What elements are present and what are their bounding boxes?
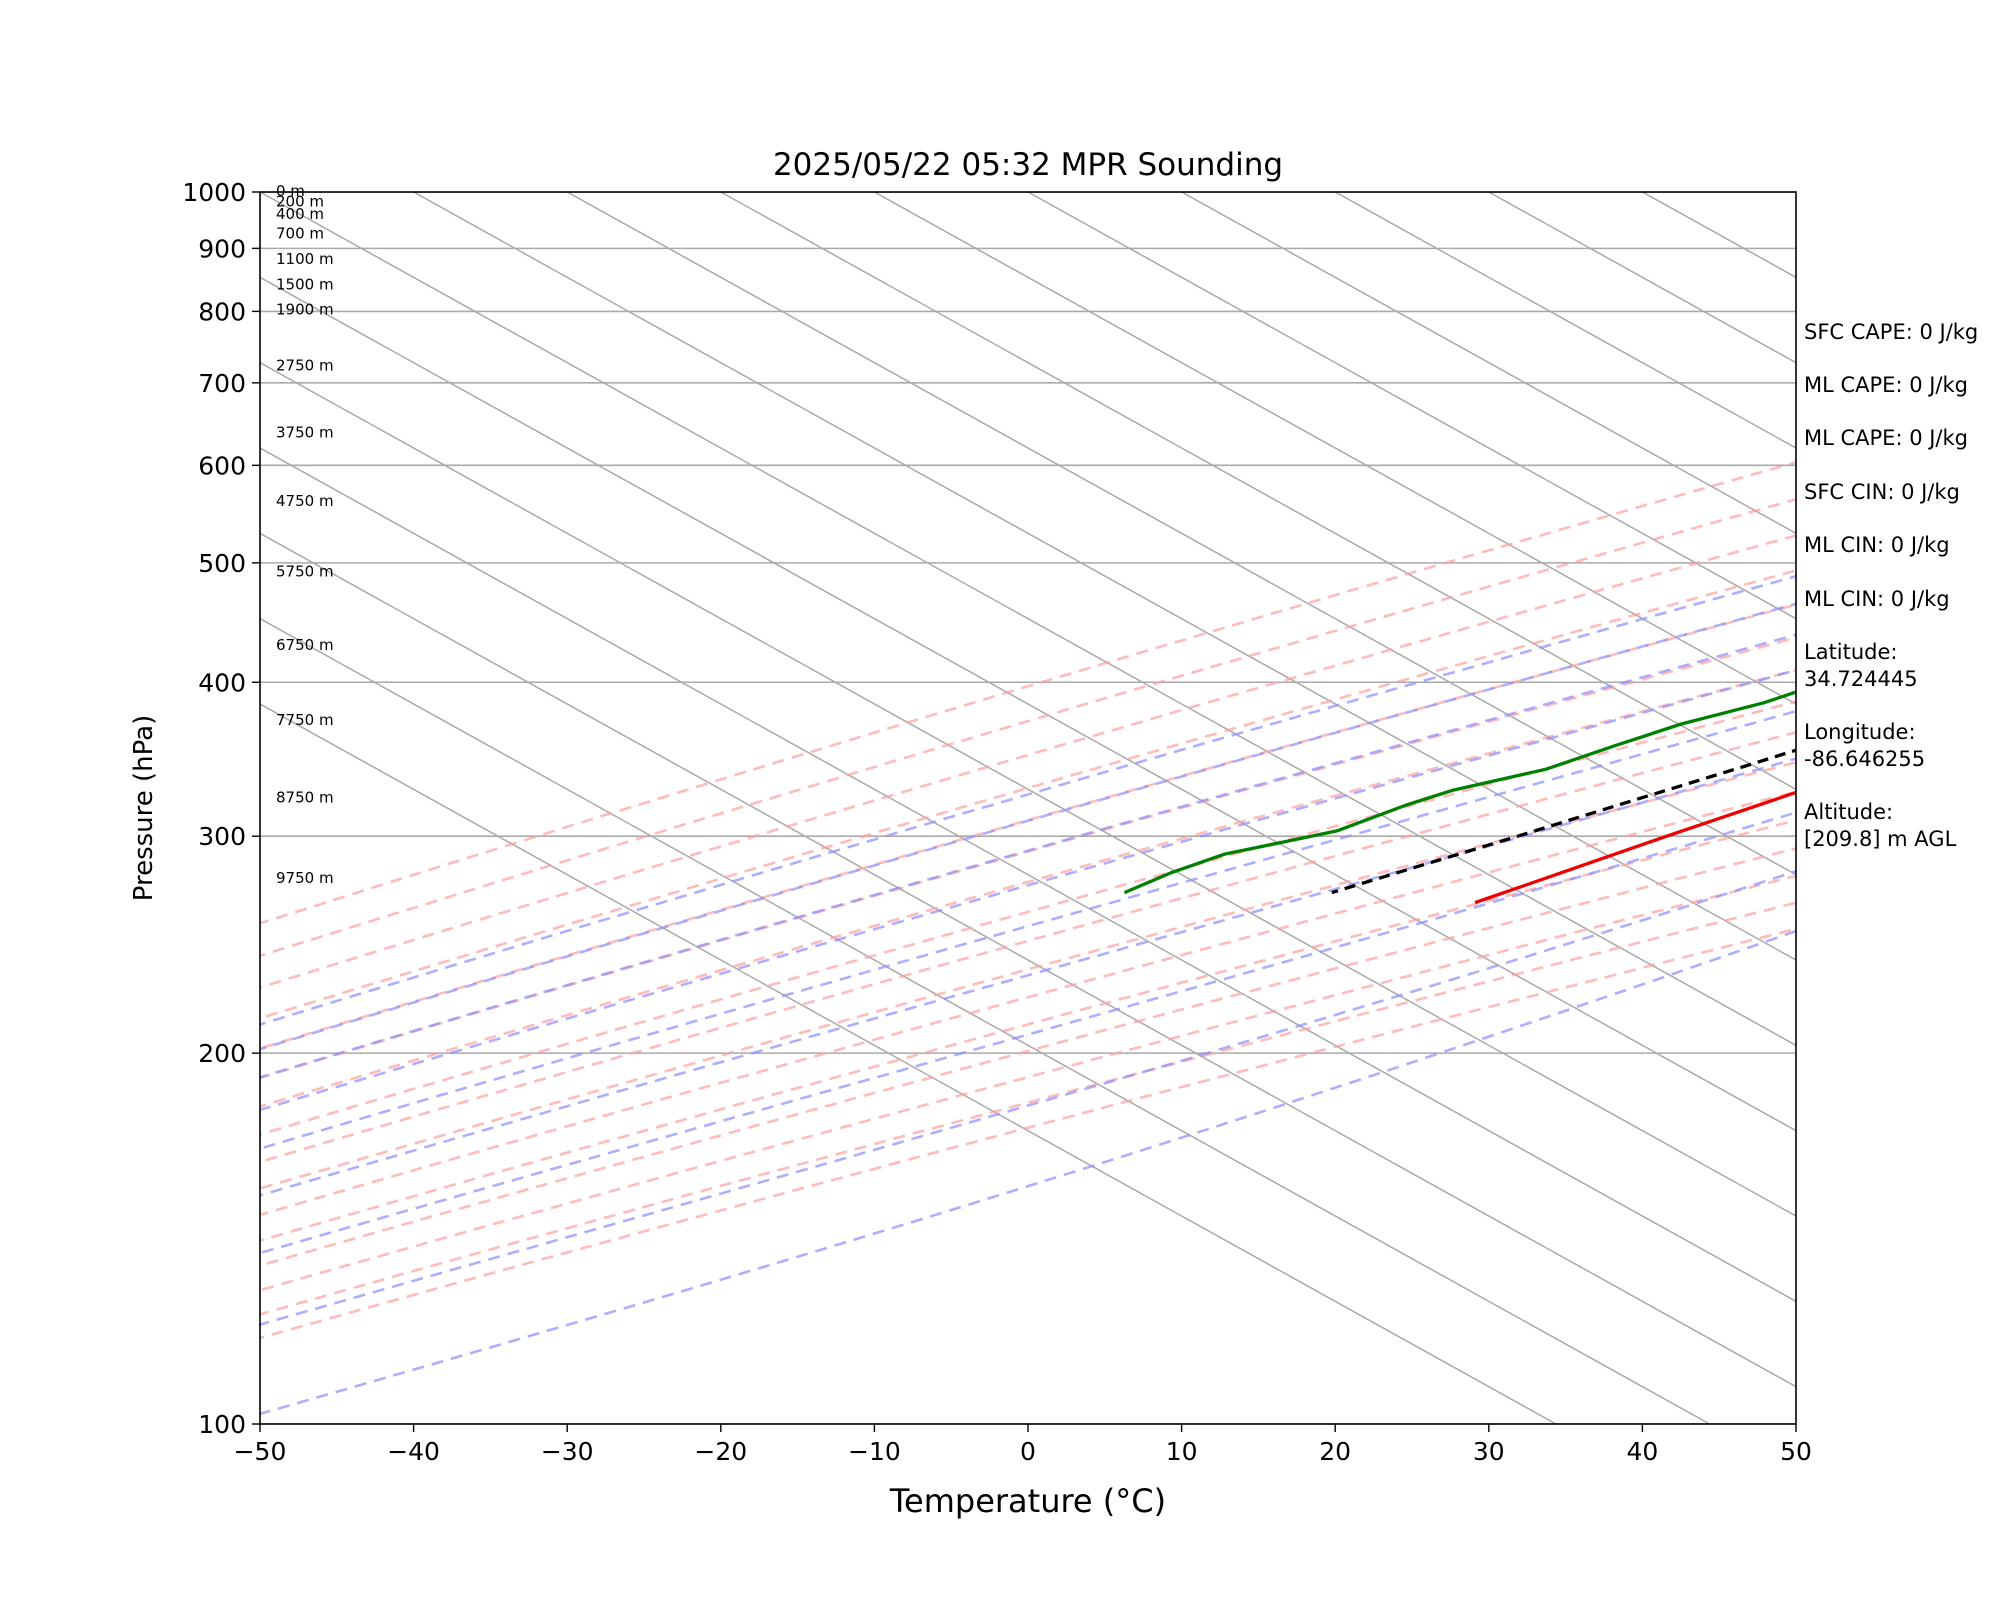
moist-adiabat-line — [260, 869, 1796, 1326]
moist-adiabat-line — [260, 602, 1796, 1051]
isotherm-line — [566, 192, 1796, 876]
isotherm-line — [260, 617, 1710, 1424]
longitude-value: -86.646255 — [1804, 747, 1925, 771]
y-tick-label: 1000 — [182, 178, 246, 207]
y-tick-label: 800 — [198, 297, 246, 326]
x-tick-label: 30 — [1473, 1437, 1505, 1466]
moist-adiabat-line — [260, 668, 1796, 1112]
moist-adiabat-line — [260, 633, 1796, 1079]
height-label: 6750 m — [276, 636, 334, 654]
dry-adiabat-line — [260, 874, 1796, 1292]
moist-adiabat-line — [260, 929, 1796, 1416]
isotherm-line — [874, 192, 1796, 705]
x-tick-label: −20 — [694, 1437, 747, 1466]
isotherm-line — [1027, 192, 1796, 620]
x-tick-label: 20 — [1319, 1437, 1351, 1466]
x-tick-label: −50 — [234, 1437, 287, 1466]
isotherm-line — [720, 192, 1796, 791]
moist-adiabat-line — [260, 757, 1796, 1197]
dry-adiabat-line — [260, 730, 1796, 1164]
moist-adiabat-line — [260, 574, 1796, 1026]
ml-cape-text: ML CAPE: 0 J/kg — [1804, 373, 1968, 397]
latitude-label: Latitude: — [1804, 640, 1898, 664]
x-axis-label: Temperature (°C) — [889, 1482, 1166, 1520]
dry-adiabat-line — [260, 847, 1796, 1267]
dry-adiabat-line — [260, 569, 1796, 1020]
sfc-cape-text: SFC CAPE: 0 J/kg — [1804, 320, 1978, 344]
x-tick-label: −30 — [541, 1437, 594, 1466]
y-tick-label: 600 — [198, 451, 246, 480]
isotherm-line — [260, 192, 1796, 1047]
dry-adiabat-line — [260, 668, 1796, 1108]
isotherm-line — [260, 703, 1557, 1424]
dry-adiabat-line — [260, 603, 1796, 1050]
latitude-value: 34.724445 — [1804, 667, 1918, 691]
isotherm-line — [413, 192, 1796, 961]
isotherm-line — [260, 532, 1796, 1388]
ml-cape-text-2: ML CAPE: 0 J/kg — [1804, 426, 1968, 450]
dry-adiabat-line — [260, 700, 1796, 1136]
dewpoint-line — [1123, 690, 1796, 895]
height-label: 4750 m — [276, 492, 334, 510]
height-label: 1100 m — [276, 250, 334, 268]
height-label: 1500 m — [276, 275, 334, 293]
isotherm-line — [260, 276, 1796, 1132]
isotherm-line — [260, 447, 1796, 1303]
height-label: 1900 m — [276, 301, 334, 319]
height-label: 0 m — [276, 182, 305, 200]
ml-cin-text: ML CIN: 0 J/kg — [1804, 533, 1950, 557]
moist-adiabat-line — [260, 811, 1796, 1255]
x-tick-label: 50 — [1780, 1437, 1812, 1466]
moist-adiabat-line — [260, 709, 1796, 1150]
dry-adiabat-line — [260, 790, 1796, 1217]
y-tick-label: 200 — [198, 1039, 246, 1068]
dry-adiabat-line — [260, 460, 1796, 925]
dry-adiabat-line — [260, 901, 1796, 1316]
height-label: 5750 m — [276, 563, 334, 581]
y-tick-label: 500 — [198, 549, 246, 578]
x-tick-label: −10 — [848, 1437, 901, 1466]
height-label: 7750 m — [276, 711, 334, 729]
dry-adiabat-line — [260, 534, 1796, 989]
height-label: 3750 m — [276, 423, 334, 441]
altitude-value: [209.8] m AGL — [1804, 827, 1957, 851]
dry-adiabat-line — [260, 927, 1796, 1340]
profile-lines — [1123, 690, 1796, 905]
y-tick-label: 300 — [198, 822, 246, 851]
plot-frame — [259, 191, 1797, 1425]
height-label: 8750 m — [276, 788, 334, 806]
y-tick-label: 100 — [198, 1410, 246, 1439]
height-label: 400 m — [276, 205, 324, 223]
height-label: 9750 m — [276, 869, 334, 887]
axes: −50 −40 −30 −20 −10 0 10 20 30 40 50 100 200 300 400 50… — [182, 178, 1812, 1466]
background-lines — [260, 192, 1796, 1424]
y-tick-label: 400 — [198, 668, 246, 697]
chart-title: 2025/05/22 05:32 MPR Sounding — [773, 147, 1283, 183]
sfc-cin-text: SFC CIN: 0 J/kg — [1804, 480, 1960, 504]
info-panel: SFC CAPE: 0 J/kg ML CAPE: 0 J/kg ML CAPE… — [1804, 320, 1978, 851]
y-tick-label: 700 — [198, 369, 246, 398]
longitude-label: Longitude: — [1804, 720, 1916, 744]
y-axis-label: Pressure (hPa) — [129, 715, 159, 902]
dry-adiabat-line — [260, 818, 1796, 1242]
ml-cin-text-2: ML CIN: 0 J/kg — [1804, 587, 1950, 611]
x-tick-label: 40 — [1626, 1437, 1658, 1466]
height-label: 200 m — [276, 192, 324, 210]
isotherm-line — [260, 361, 1796, 1217]
height-label: 700 m — [276, 224, 324, 242]
dry-adiabat-line — [260, 498, 1796, 958]
y-tick-label: 900 — [198, 234, 246, 263]
x-tick-label: −40 — [387, 1437, 440, 1466]
x-tick-label: 10 — [1166, 1437, 1198, 1466]
x-tick-label: 0 — [1020, 1437, 1036, 1466]
height-label: 2750 m — [276, 356, 334, 374]
isotherm-line — [1334, 192, 1796, 449]
dry-adiabat-line — [260, 636, 1796, 1080]
dry-adiabat-line — [260, 760, 1796, 1190]
isotherm-line — [1181, 192, 1796, 535]
altitude-label: Altitude: — [1804, 800, 1893, 824]
